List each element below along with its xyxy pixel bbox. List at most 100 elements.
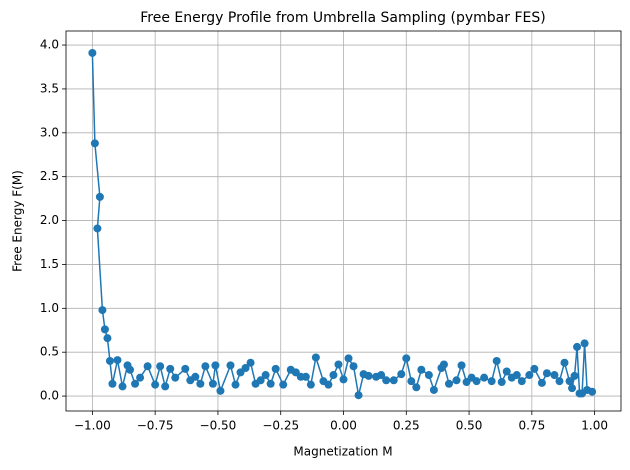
data-point [156,362,165,371]
data-point [271,364,280,373]
x-tick-label: 1.00 [581,419,608,433]
data-point [570,371,579,380]
data-point [113,356,122,365]
data-point [377,371,386,380]
data-point [311,353,320,362]
data-point [339,375,348,384]
data-point [555,377,564,386]
x-tick-label: −0.50 [200,419,237,433]
chart-title: Free Energy Profile from Umbrella Sampli… [140,10,545,26]
y-tick-label: 3.5 [40,81,59,95]
data-point [429,385,438,394]
x-tick-label: 0.25 [393,419,420,433]
data-point [108,379,117,388]
data-point [103,334,112,343]
data-point [560,358,569,367]
data-point [95,192,104,201]
data-point [364,371,373,380]
y-axis-label: Free Energy F(M) [11,170,25,272]
y-tick-label: 2.0 [40,213,59,227]
data-line [91,52,593,396]
data-point [171,373,180,382]
data-point [306,380,315,389]
data-point [136,373,145,382]
data-point [580,339,589,348]
x-tick-label: −1.00 [74,419,111,433]
data-point [93,224,102,233]
data-point [105,356,114,365]
data-point [525,371,534,380]
data-point [452,376,461,385]
y-tick-label: 1.5 [40,257,59,271]
x-tick-label: −0.25 [262,419,299,433]
data-point [492,356,501,365]
data-point [412,383,421,392]
data-point [118,382,127,391]
x-axis-label: Magnetization M [293,445,392,459]
data-point [143,362,152,371]
plot-frame [65,30,622,412]
data-point [354,391,363,400]
data-point [246,358,255,367]
x-tick-label: 0.75 [518,419,545,433]
data-point [382,376,391,385]
data-point [196,379,205,388]
y-tick-label: 1.0 [40,301,59,315]
data-point [542,369,551,378]
data-point [231,380,240,389]
data-point [329,371,338,380]
data-point [349,362,358,371]
data-point [166,364,175,373]
data-point [389,376,398,385]
data-point [181,364,190,373]
data-point [512,371,521,380]
y-tick-label: 3.0 [40,125,59,139]
y-tick-label: 2.5 [40,169,59,183]
y-tick-label: 0.5 [40,345,59,359]
data-point [537,378,546,387]
x-tick-label: −0.75 [137,419,174,433]
data-point [226,361,235,370]
data-point [550,371,559,380]
data-point [301,372,310,381]
data-point [191,372,200,381]
data-point [211,361,220,370]
data-point [517,377,526,386]
data-point [424,371,433,380]
data-point [344,354,353,363]
data-point [502,367,511,376]
data-point [98,306,107,315]
y-tick-label: 4.0 [40,38,59,52]
data-point [90,139,99,148]
data-point [241,363,250,372]
data-point [568,384,577,393]
data-point [402,354,411,363]
data-point [397,370,406,379]
data-point [407,377,416,386]
data-point [439,360,448,369]
data-point [161,382,170,391]
data-point [334,360,343,369]
data-point [201,362,210,371]
data-point [256,376,265,385]
data-point [565,377,574,386]
y-tick-label: 0.0 [40,389,59,403]
data-point [480,373,489,382]
data-point [126,365,135,374]
data-point [588,387,597,396]
x-tick-label: 0.00 [330,419,357,433]
data-point [417,365,426,374]
data-point [324,380,333,389]
data-point [266,379,275,388]
data-point [261,371,270,380]
data-point [279,380,288,389]
data-point [88,48,97,57]
data-point [457,361,466,370]
data-point [573,342,582,351]
data-point [100,325,109,334]
data-point [487,377,496,386]
data-point [131,379,140,388]
data-point [530,364,539,373]
